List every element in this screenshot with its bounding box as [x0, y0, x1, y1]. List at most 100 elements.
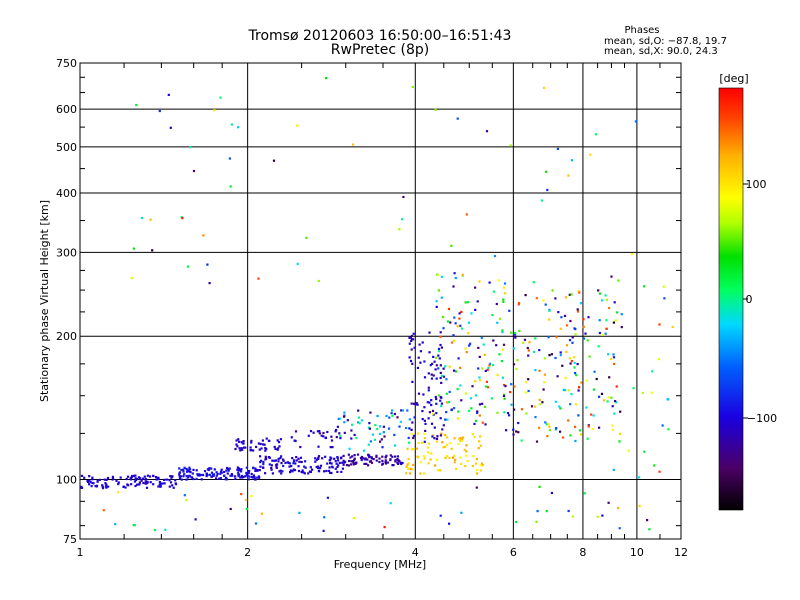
data-point [512, 428, 515, 431]
data-point [119, 476, 122, 479]
data-point [161, 482, 164, 485]
data-point [555, 427, 558, 430]
data-point [330, 471, 333, 475]
data-point [328, 471, 332, 474]
data-point [439, 335, 442, 338]
data-point [358, 422, 361, 425]
data-point [453, 339, 456, 342]
data-point [406, 463, 409, 466]
data-point [437, 394, 441, 397]
data-point [541, 401, 544, 404]
data-point [329, 456, 332, 459]
data-point [351, 455, 354, 458]
data-point [570, 293, 573, 296]
data-point [556, 147, 559, 150]
data-point [168, 479, 171, 482]
data-point [195, 469, 198, 472]
data-point [411, 85, 414, 89]
data-point [278, 470, 281, 473]
data-point [257, 442, 260, 445]
data-point [614, 319, 617, 322]
data-point [408, 427, 411, 430]
data-point [503, 411, 506, 414]
data-point [478, 403, 481, 406]
data-point [464, 465, 467, 468]
data-point [329, 462, 332, 465]
data-point [246, 473, 249, 476]
data-point [322, 435, 325, 438]
data-point [311, 468, 314, 471]
data-point [301, 469, 304, 472]
data-point [512, 433, 515, 436]
data-point [145, 486, 149, 489]
data-point [385, 454, 388, 457]
data-point [613, 362, 616, 365]
data-point [574, 439, 577, 443]
data-point [323, 470, 326, 473]
data-point [282, 459, 285, 462]
data-point [508, 309, 511, 312]
data-point [458, 317, 461, 320]
data-point [264, 472, 267, 475]
data-point [616, 311, 619, 314]
data-point [384, 461, 387, 464]
data-point [396, 416, 399, 419]
data-point [235, 439, 238, 442]
data-point [158, 109, 161, 113]
data-point [439, 514, 442, 517]
data-point [223, 470, 226, 474]
phases-line-x: mean, sd,X: 90.0, 24.3 [604, 46, 718, 57]
data-point [413, 346, 416, 349]
data-point [347, 464, 350, 467]
data-point [464, 392, 467, 395]
data-point [189, 146, 192, 149]
data-point [171, 484, 174, 487]
data-point [435, 305, 438, 308]
data-point [317, 455, 321, 458]
data-point [258, 448, 261, 451]
data-point [475, 419, 478, 422]
data-point [304, 466, 307, 469]
data-point [334, 467, 337, 470]
data-point [427, 462, 430, 465]
data-point [195, 477, 198, 480]
data-point [559, 351, 562, 354]
data-point [342, 459, 345, 462]
data-point [249, 449, 252, 452]
data-point [548, 309, 551, 312]
data-point [317, 445, 320, 448]
data-point [435, 402, 438, 405]
data-point [436, 435, 439, 438]
data-point [134, 477, 137, 480]
data-point [169, 475, 172, 478]
data-point [277, 457, 280, 460]
data-point [457, 410, 460, 413]
data-point [241, 448, 244, 451]
data-point [619, 410, 622, 413]
data-point [203, 470, 207, 473]
data-point [257, 277, 260, 280]
data-point [152, 474, 155, 477]
data-point [478, 379, 482, 382]
data-point [495, 302, 498, 306]
data-point [473, 422, 476, 425]
data-point [460, 511, 463, 514]
data-point [255, 445, 258, 448]
data-point [471, 433, 474, 436]
data-point [205, 472, 208, 475]
data-point [481, 402, 484, 405]
data-point [341, 461, 344, 464]
data-point [354, 462, 357, 465]
data-point [391, 414, 394, 417]
data-point [607, 501, 610, 504]
data-point [92, 482, 95, 485]
data-point [279, 438, 282, 441]
data-point [396, 461, 399, 464]
data-point [206, 263, 209, 266]
data-point [551, 289, 554, 292]
data-point [476, 472, 479, 475]
data-point [215, 477, 218, 480]
data-point [101, 487, 105, 490]
data-point [571, 341, 574, 344]
data-point [351, 423, 354, 426]
